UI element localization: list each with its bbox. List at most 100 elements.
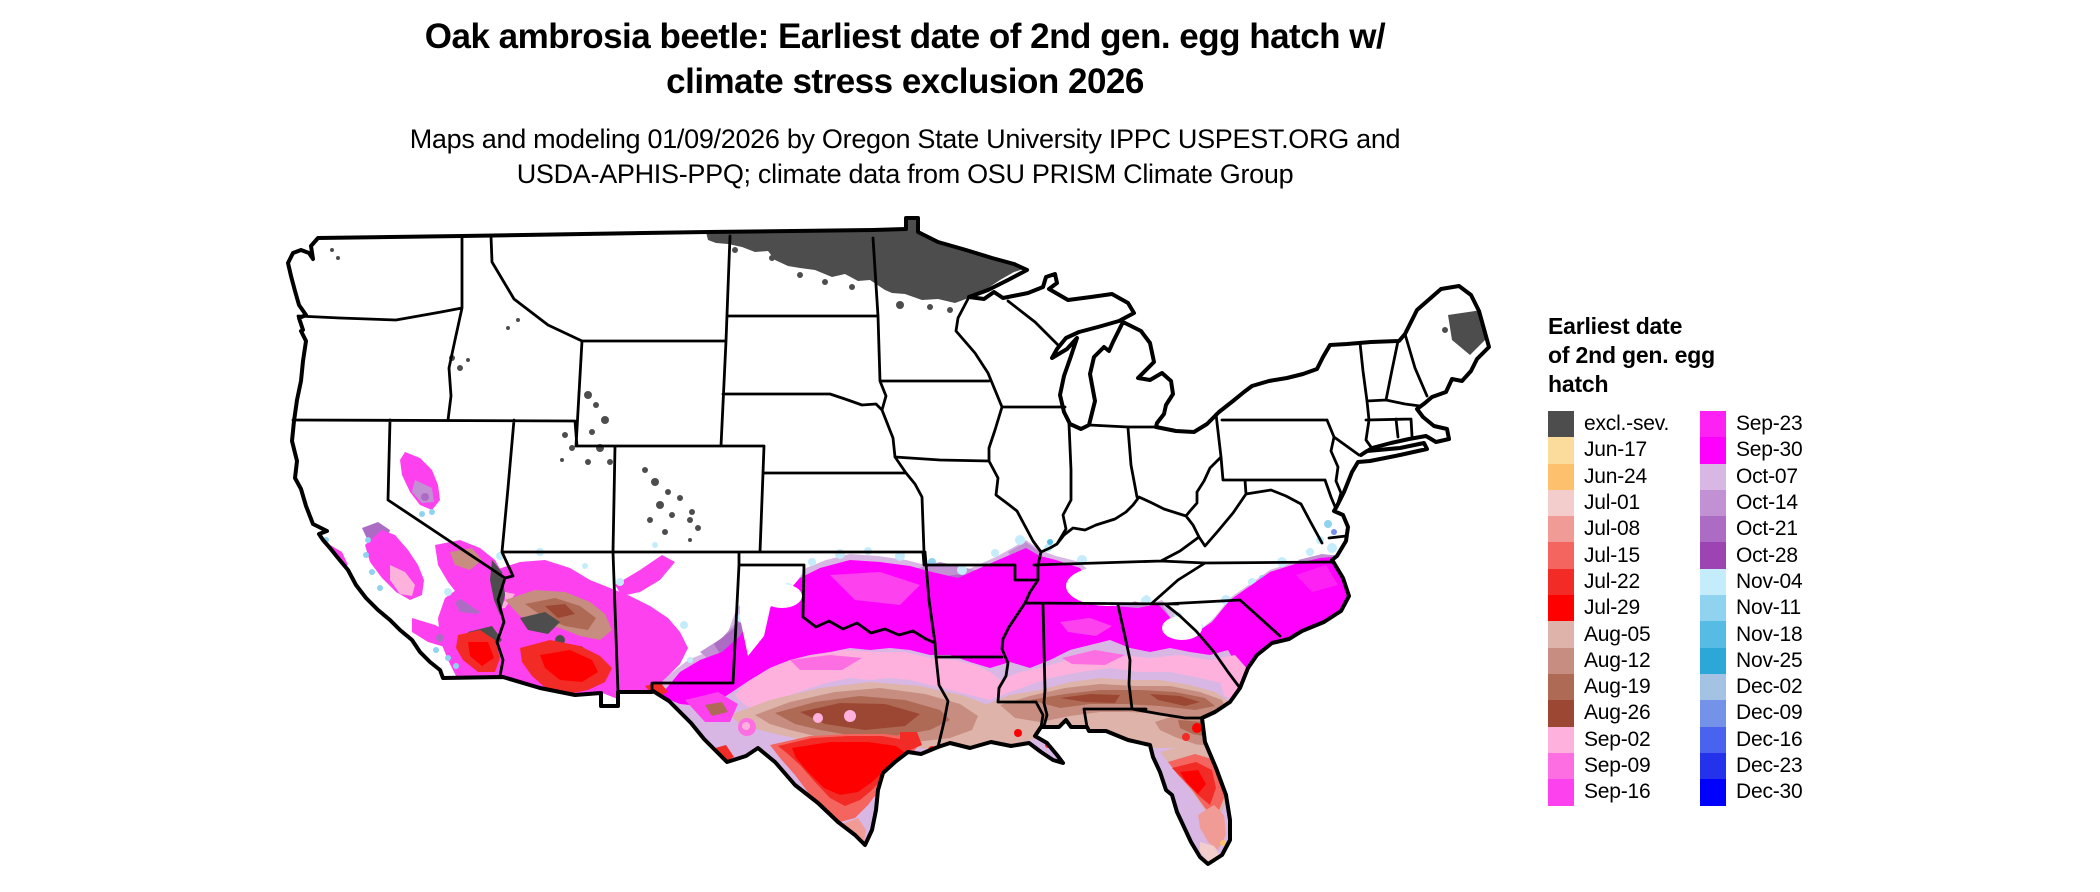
legend-row-jul29: Jul-29 (1548, 595, 1700, 622)
legend-swatch-jul08 (1548, 516, 1574, 543)
legend-row-dec23: Dec-23 (1700, 752, 1803, 780)
legend-swatch-jul29 (1548, 595, 1574, 622)
legend-row-aug12: Aug-12 (1548, 647, 1700, 675)
legend-label-sep16: Sep-16 (1584, 780, 1651, 804)
legend-label-jul01: Jul-01 (1584, 491, 1640, 515)
title-line-2: climate stress exclusion 2026 (666, 62, 1144, 101)
legend-row-jul01: Jul-01 (1548, 489, 1700, 517)
legend-swatch-aug19 (1548, 673, 1574, 701)
legend-label-aug12: Aug-12 (1584, 648, 1651, 672)
legend-swatch-dec09 (1700, 700, 1726, 727)
legend-label-jul08: Jul-08 (1584, 517, 1640, 541)
legend-label-dec02: Dec-02 (1736, 675, 1803, 699)
legend-title-line-1: Earliest date (1548, 313, 1683, 339)
legend-label-aug05: Aug-05 (1584, 622, 1651, 646)
legend-row-oct21: Oct-21 (1700, 516, 1803, 543)
legend-title: Earliest date of 2nd gen. egg hatch (1548, 312, 1978, 399)
legend-label-exclsev: excl.-sev. (1584, 412, 1670, 436)
legend-row-nov25: Nov-25 (1700, 647, 1803, 675)
legend-row-sep30: Sep-30 (1700, 437, 1803, 464)
legend-row-sep16: Sep-16 (1548, 779, 1700, 806)
legend-swatch-oct28 (1700, 542, 1726, 569)
legend-row-dec02: Dec-02 (1700, 673, 1803, 701)
legend-swatch-jun24 (1548, 463, 1574, 490)
legend-row-jun24: Jun-24 (1548, 463, 1700, 490)
legend-label-nov04: Nov-04 (1736, 569, 1803, 593)
legend-title-line-3: hatch (1548, 371, 1609, 397)
legend-label-dec23: Dec-23 (1736, 754, 1803, 777)
legend-row-dec16: Dec-16 (1700, 726, 1803, 753)
legend-swatch-dec16 (1700, 726, 1726, 753)
legend-label-sep23: Sep-23 (1736, 412, 1803, 436)
legend-swatch-dec23 (1700, 752, 1726, 780)
legend-label-oct28: Oct-28 (1736, 543, 1798, 567)
legend-row-aug26: Aug-26 (1548, 700, 1700, 727)
legend-row-nov11: Nov-11 (1700, 595, 1803, 622)
legend-swatch-aug12 (1548, 647, 1574, 675)
legend-swatch-sep30 (1700, 437, 1726, 464)
legend-label-sep09: Sep-09 (1584, 754, 1651, 777)
legend-label-jun24: Jun-24 (1584, 464, 1648, 488)
map-legend: Earliest date of 2nd gen. egg hatch excl… (1548, 312, 1978, 806)
legend-swatch-sep09 (1548, 752, 1574, 780)
legend-row-dec09: Dec-09 (1700, 700, 1803, 727)
legend-label-sep02: Sep-02 (1584, 727, 1651, 751)
legend-row-oct14: Oct-14 (1700, 489, 1803, 517)
legend-label-dec16: Dec-16 (1736, 727, 1803, 751)
legend-swatch-nov25 (1700, 647, 1726, 675)
legend-label-jun17: Jun-17 (1584, 438, 1648, 462)
legend-label-oct14: Oct-14 (1736, 491, 1798, 515)
legend-label-jul29: Jul-29 (1584, 596, 1640, 620)
legend-row-jul08: Jul-08 (1548, 516, 1700, 543)
legend-swatch-sep23 (1700, 410, 1726, 438)
legend-swatch-nov18 (1700, 621, 1726, 648)
state-borders (291, 234, 1429, 749)
legend-column-1: excl.-sev. Jun-17 Jun-24 Jul-01 Jul-08 Jul-15… (1548, 410, 1700, 806)
legend-label-oct21: Oct-21 (1736, 517, 1798, 541)
legend-swatch-jul22 (1548, 568, 1574, 596)
legend-swatch-aug26 (1548, 700, 1574, 727)
legend-row-nov18: Nov-18 (1700, 621, 1803, 648)
subtitle-line-1: Maps and modeling 01/09/2026 by Oregon S… (409, 124, 1401, 154)
legend-label-aug26: Aug-26 (1584, 701, 1651, 725)
legend-row-oct07: Oct-07 (1700, 463, 1803, 490)
legend-label-nov11: Nov-11 (1736, 596, 1801, 620)
us-outline (286, 216, 1491, 866)
legend-row-oct28: Oct-28 (1700, 542, 1803, 569)
legend-swatch-sep16 (1548, 779, 1574, 806)
legend-swatch-sep02 (1548, 726, 1574, 753)
legend-swatch-dec30 (1700, 779, 1726, 806)
title-line-1: Oak ambrosia beetle: Earliest date of 2n… (424, 17, 1386, 56)
legend-swatch-aug05 (1548, 621, 1574, 648)
page-title: Oak ambrosia beetle: Earliest date of 2n… (340, 14, 1470, 104)
legend-label-jul15: Jul-15 (1584, 543, 1640, 567)
page-subtitle: Maps and modeling 01/09/2026 by Oregon S… (340, 122, 1470, 192)
legend-swatch-dec02 (1700, 673, 1726, 701)
legend-label-dec30: Dec-30 (1736, 780, 1803, 804)
legend-swatch-jul01 (1548, 489, 1574, 517)
legend-row-jul22: Jul-22 (1548, 568, 1700, 596)
legend-swatch-exclsev (1548, 410, 1574, 438)
legend-label-nov18: Nov-18 (1736, 622, 1803, 646)
legend-swatch-oct21 (1700, 516, 1726, 543)
legend-swatch-jul15 (1548, 542, 1574, 569)
legend-row-dec30: Dec-30 (1700, 779, 1803, 806)
legend-row-jun17: Jun-17 (1548, 437, 1700, 464)
legend-row-jul15: Jul-15 (1548, 542, 1700, 569)
legend-label-dec09: Dec-09 (1736, 701, 1803, 725)
legend-label-sep30: Sep-30 (1736, 438, 1803, 462)
legend-row-sep23: Sep-23 (1700, 410, 1803, 438)
legend-swatch-nov04 (1700, 568, 1726, 596)
legend-label-oct07: Oct-07 (1736, 464, 1798, 488)
legend-swatch-oct07 (1700, 463, 1726, 490)
legend-title-line-2: of 2nd gen. egg (1548, 342, 1715, 368)
legend-label-nov25: Nov-25 (1736, 648, 1803, 672)
legend-row-aug05: Aug-05 (1548, 621, 1700, 648)
legend-row-sep02: Sep-02 (1548, 726, 1700, 753)
legend-column-2: Sep-23 Sep-30 Oct-07 Oct-14 Oct-21 Oct-28 Nov-… (1700, 410, 1803, 806)
subtitle-line-2: USDA-APHIS-PPQ; climate data from OSU PR… (516, 159, 1294, 189)
legend-row-nov04: Nov-04 (1700, 568, 1803, 596)
